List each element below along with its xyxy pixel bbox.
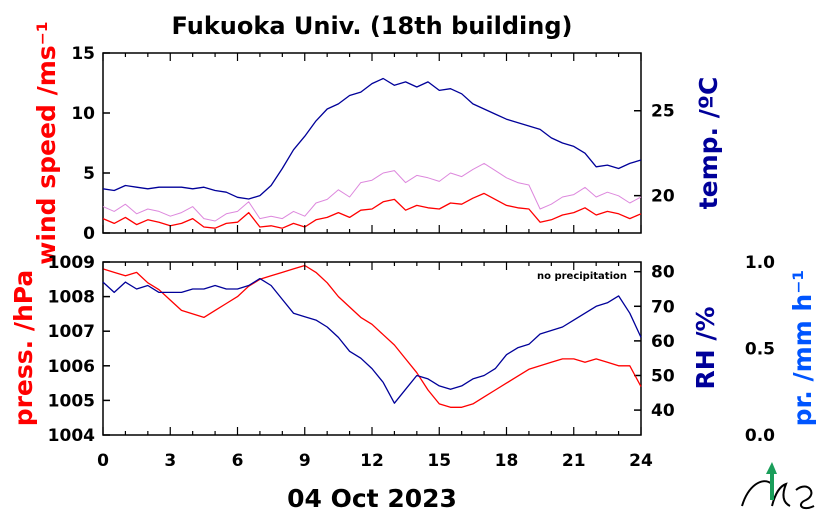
x-tick-label: 12 bbox=[360, 451, 384, 471]
x-tick-label: 24 bbox=[629, 451, 653, 471]
pressure-tick-label: 1007 bbox=[48, 322, 95, 342]
pressure-tick-label: 1009 bbox=[48, 253, 95, 273]
x-tick-label: 18 bbox=[495, 451, 519, 471]
precip-axis-label: pr. /mm h⁻¹ bbox=[788, 270, 817, 427]
bottom-left-ticks: 1004 1005 1006 1007 1008 1009 bbox=[48, 253, 110, 446]
rh-axis-label: RH /% bbox=[691, 306, 720, 389]
top-panel-frame bbox=[102, 52, 642, 234]
rh-tick-label: 40 bbox=[651, 401, 675, 421]
rh-tick-label: 80 bbox=[651, 263, 675, 283]
x-tick-label: 21 bbox=[562, 451, 586, 471]
series-line-0-2 bbox=[102, 77, 642, 200]
date-label: 04 Oct 2023 bbox=[287, 484, 457, 513]
wind-tick-label: 10 bbox=[71, 104, 95, 124]
precip-tick-label: 0.5 bbox=[745, 340, 775, 360]
bottom-right-ticks: 40 50 60 70 80 bbox=[634, 263, 675, 421]
temp-tick-label: 25 bbox=[651, 102, 675, 122]
precipitation-ticks: 0.0 0.5 1.0 bbox=[745, 253, 775, 446]
series-line-0-0 bbox=[102, 192, 642, 229]
chart-title: Fukuoka Univ. (18th building) bbox=[172, 12, 573, 40]
temperature-axis-label: temp. /ºC bbox=[694, 77, 723, 210]
no-precipitation-note: no precipitation bbox=[537, 271, 627, 282]
bottom-series bbox=[102, 264, 642, 408]
x-tick-label: 6 bbox=[232, 451, 244, 471]
x-tick-label: 0 bbox=[97, 451, 109, 471]
rh-tick-label: 50 bbox=[651, 366, 675, 386]
bottom-panel-frame bbox=[102, 261, 642, 436]
temp-tick-label: 20 bbox=[651, 187, 675, 207]
wind-tick-label: 15 bbox=[71, 44, 95, 64]
pressure-tick-label: 1004 bbox=[48, 426, 95, 446]
precip-tick-label: 1.0 bbox=[745, 253, 775, 273]
x-tick-label: 9 bbox=[299, 451, 311, 471]
logo-icon bbox=[741, 462, 815, 510]
series-line-1-0 bbox=[102, 264, 642, 408]
series-line-1-1 bbox=[102, 277, 642, 404]
precip-tick-label: 0.0 bbox=[745, 426, 775, 446]
x-axis-ticks: 0 3 6 9 12 15 18 21 24 bbox=[97, 53, 653, 471]
x-tick-label: 15 bbox=[427, 451, 451, 471]
series-line-0-1 bbox=[102, 162, 642, 222]
pressure-tick-label: 1008 bbox=[48, 288, 95, 308]
rh-tick-label: 70 bbox=[651, 297, 675, 317]
wind-tick-label: 5 bbox=[83, 164, 95, 184]
rh-tick-label: 60 bbox=[651, 332, 675, 352]
x-tick-label: 3 bbox=[164, 451, 176, 471]
pressure-tick-label: 1006 bbox=[48, 357, 95, 377]
pressure-tick-label: 1005 bbox=[48, 391, 95, 411]
top-left-ticks: 0 5 10 15 bbox=[71, 44, 110, 244]
pressure-axis-label: press. /hPa bbox=[9, 270, 38, 427]
top-series bbox=[102, 77, 642, 229]
wind-tick-label: 0 bbox=[83, 224, 95, 244]
wind-speed-axis-label: wind speed /ms⁻¹ bbox=[32, 21, 61, 265]
